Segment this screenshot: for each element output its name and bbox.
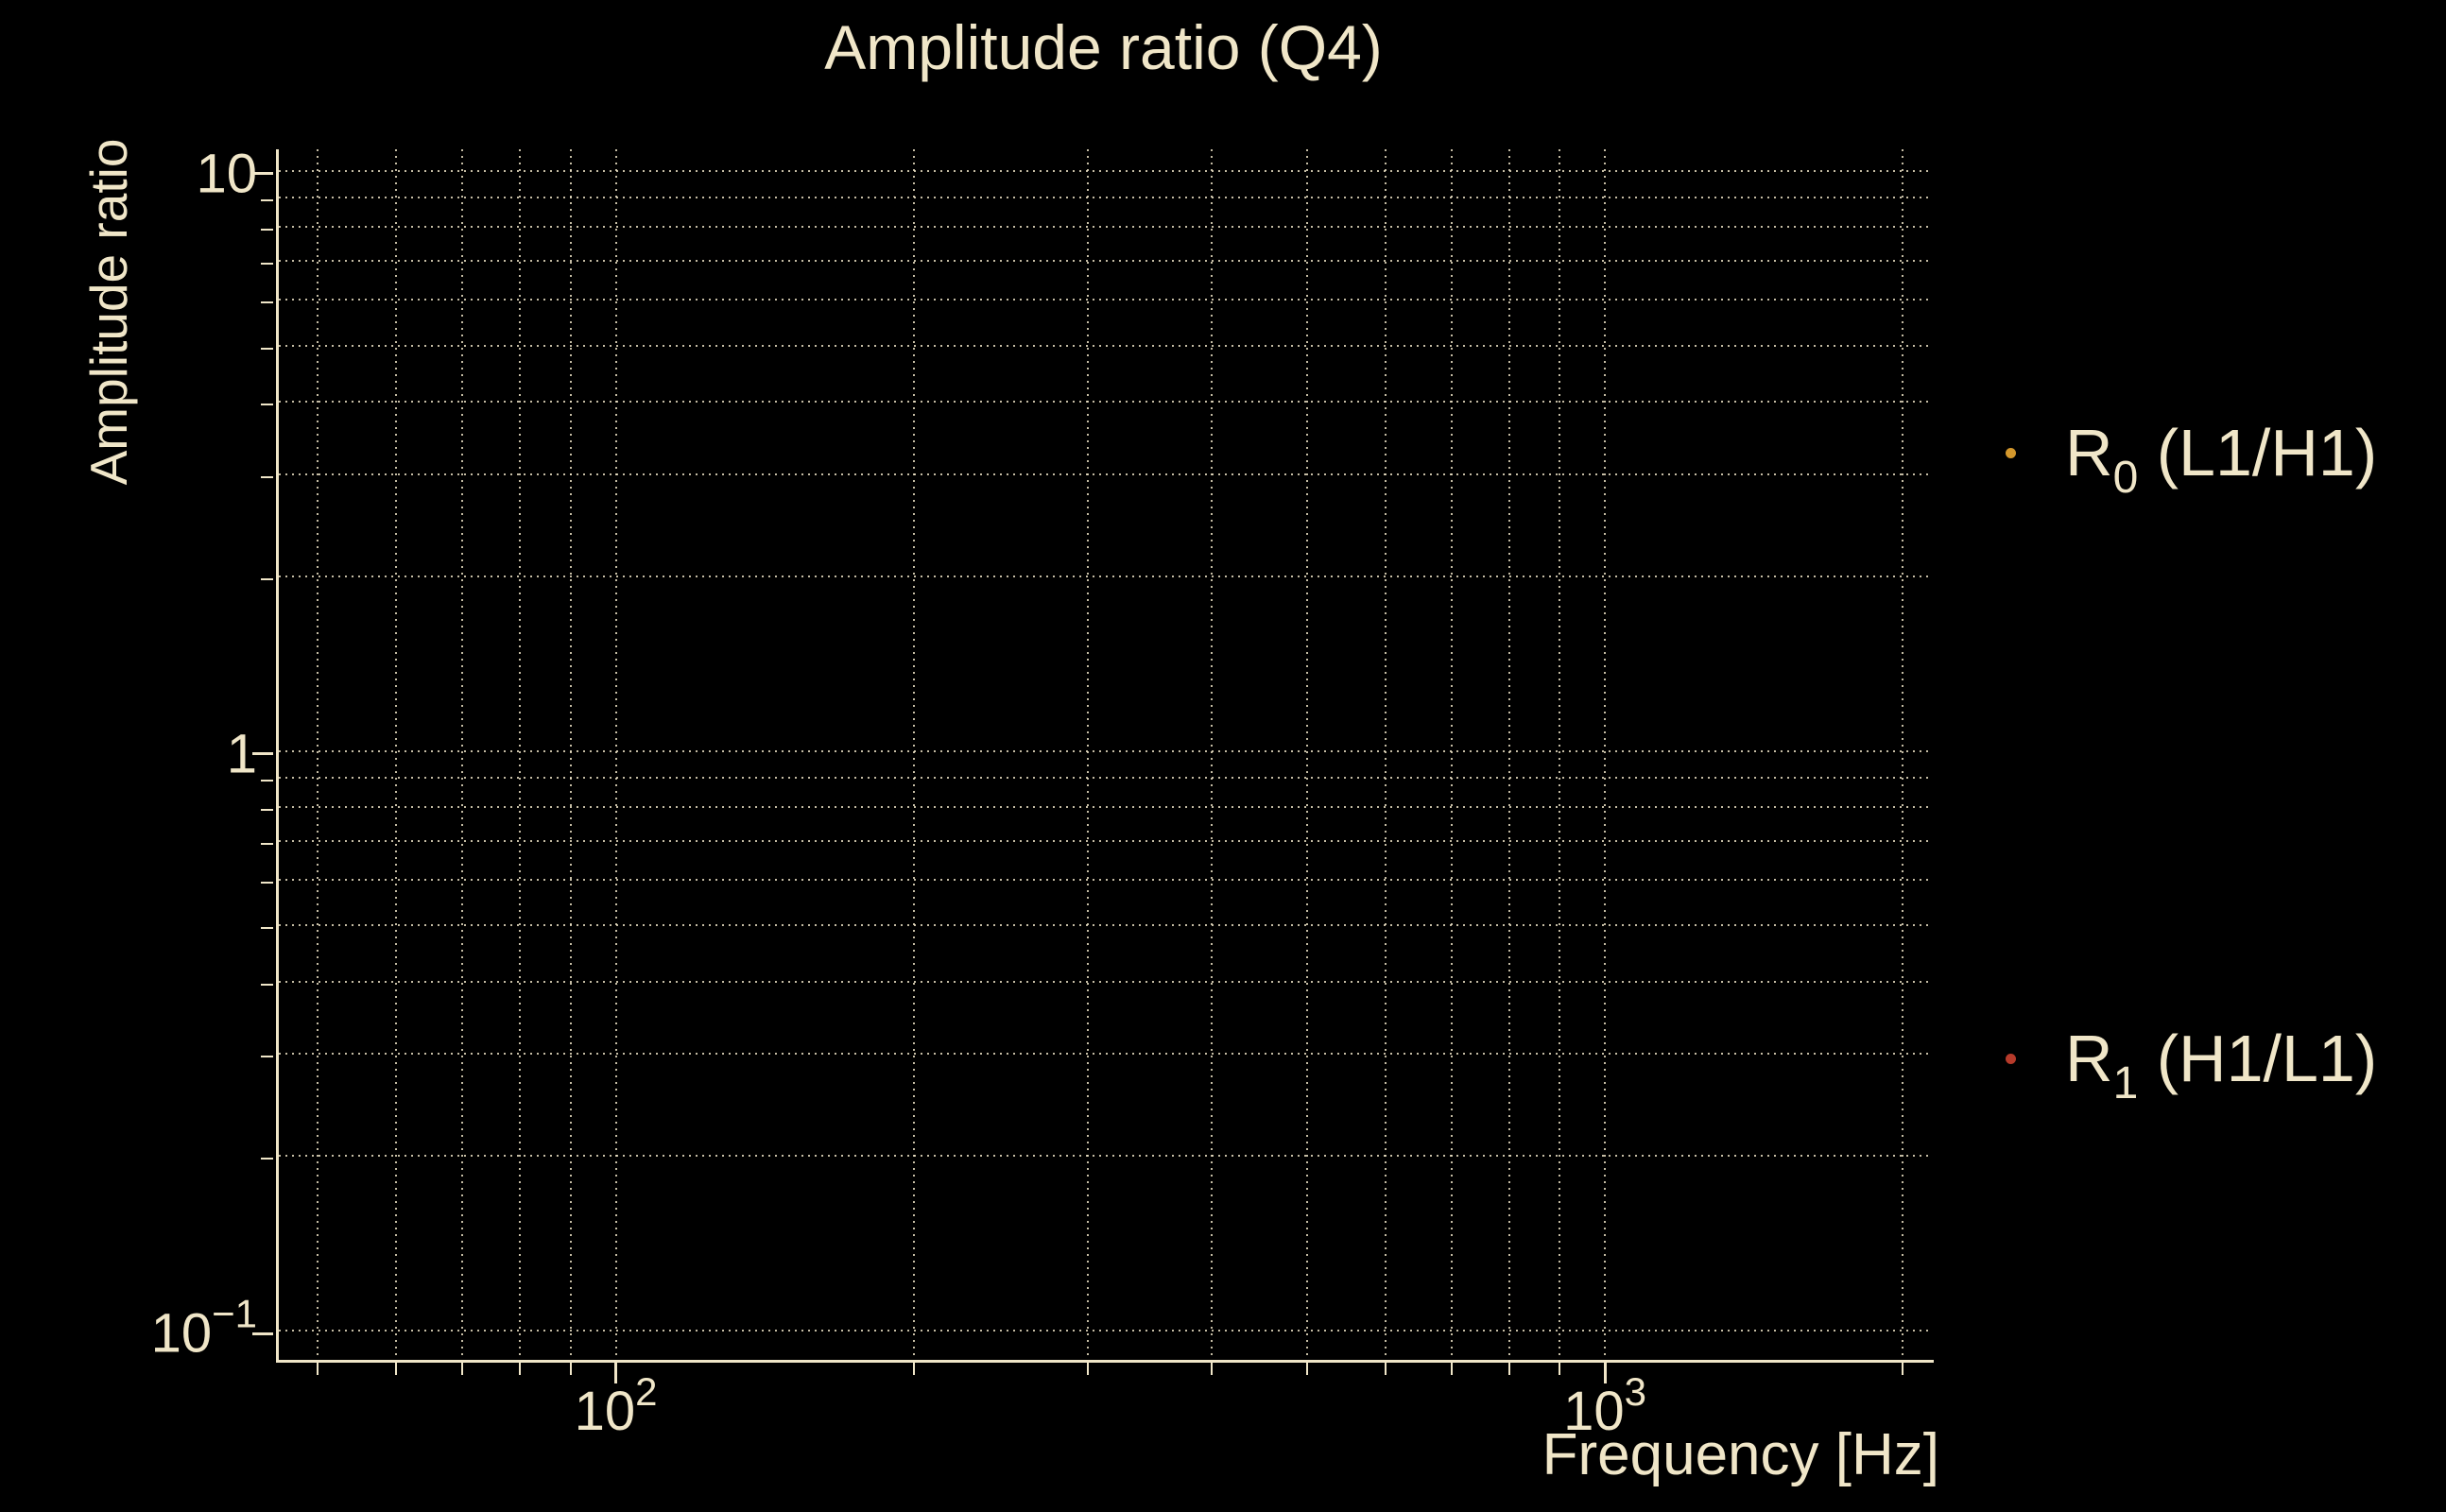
x-axis-tick — [614, 1363, 617, 1383]
y-gridline — [279, 980, 1931, 983]
x-axis-tick — [1902, 1363, 1904, 1375]
x-axis-tick — [461, 1363, 464, 1375]
y-axis-tick — [261, 229, 273, 232]
y-gridline — [279, 924, 1931, 927]
x-gridline — [1507, 149, 1510, 1360]
y-gridline — [279, 169, 1931, 172]
chart-title: Amplitude ratio (Q4) — [824, 12, 1383, 82]
x-gridline — [1604, 149, 1606, 1360]
x-gridline — [912, 149, 915, 1360]
y-gridline — [279, 472, 1931, 475]
y-axis-tick — [261, 404, 273, 406]
x-axis-tick — [1305, 1363, 1308, 1375]
x-gridline — [569, 149, 572, 1360]
x-axis-tick — [1603, 1363, 1607, 1383]
x-gridline — [1902, 149, 1904, 1360]
x-axis-tick — [1450, 1363, 1453, 1375]
y-axis-tick — [261, 1158, 273, 1160]
y-gridline — [279, 776, 1931, 779]
x-gridline — [1210, 149, 1213, 1360]
x-axis-title: Frequency [Hz] — [1542, 1422, 1939, 1487]
y-tick-label: 1 — [226, 723, 257, 784]
legend-entry: R1 (H1/L1) — [2006, 1021, 2378, 1108]
legend-marker-dot-icon — [2006, 1053, 2016, 1064]
x-gridline — [1086, 149, 1089, 1360]
y-tick-label: 10−1 — [150, 1291, 257, 1365]
x-axis-tick — [1210, 1363, 1213, 1375]
y-gridline — [279, 298, 1931, 301]
y-gridline — [279, 1155, 1931, 1158]
y-axis-tick — [261, 301, 273, 303]
y-gridline — [279, 575, 1931, 577]
x-gridline — [1559, 149, 1561, 1360]
x-gridline — [461, 149, 464, 1360]
x-axis-tick — [519, 1363, 522, 1375]
legend-marker-dot-icon — [2006, 447, 2016, 458]
y-gridline — [279, 839, 1931, 842]
y-gridline — [279, 259, 1931, 262]
y-axis-tick — [261, 779, 273, 782]
plot-area — [276, 149, 1934, 1363]
y-gridline — [279, 226, 1931, 229]
x-gridline — [1450, 149, 1453, 1360]
x-gridline — [395, 149, 398, 1360]
x-gridline — [317, 149, 319, 1360]
x-axis-tick — [1384, 1363, 1387, 1375]
legend-label: R0 (L1/H1) — [2065, 416, 2378, 503]
y-gridline — [279, 401, 1931, 404]
x-axis-tick — [317, 1363, 319, 1375]
x-gridline — [1305, 149, 1308, 1360]
y-axis-tick — [261, 808, 273, 811]
y-axis-tick — [252, 752, 273, 755]
y-gridline — [279, 805, 1931, 808]
y-axis-tick — [261, 347, 273, 350]
x-axis-tick — [1507, 1363, 1510, 1375]
y-axis-tick — [261, 475, 273, 478]
y-axis-tick — [252, 172, 273, 176]
y-axis-tick — [261, 881, 273, 884]
legend-label: R1 (H1/L1) — [2065, 1022, 2378, 1108]
y-tick-label: 10 — [196, 143, 257, 205]
x-axis-tick — [395, 1363, 398, 1375]
y-axis-tick — [252, 1332, 273, 1335]
legend-entry: R0 (L1/H1) — [2006, 415, 2378, 503]
x-axis-tick — [912, 1363, 915, 1375]
y-axis-tick — [261, 1056, 273, 1058]
x-tick-label: 102 — [574, 1369, 658, 1442]
y-gridline — [279, 196, 1931, 198]
y-axis-tick — [261, 262, 273, 265]
x-axis-tick — [1559, 1363, 1561, 1375]
x-gridline — [1384, 149, 1387, 1360]
y-axis-tick — [261, 842, 273, 845]
x-tick-label: 103 — [1563, 1369, 1646, 1442]
y-gridline — [279, 1053, 1931, 1056]
y-axis-tick — [261, 927, 273, 930]
y-gridline — [279, 878, 1931, 881]
y-axis-tick — [261, 577, 273, 580]
y-gridline — [279, 1330, 1931, 1332]
x-axis-tick — [1086, 1363, 1089, 1375]
y-gridline — [279, 344, 1931, 347]
x-gridline — [519, 149, 522, 1360]
y-axis-tick — [261, 198, 273, 201]
y-axis-tick — [261, 983, 273, 986]
x-gridline — [614, 149, 617, 1360]
y-axis-title: Amplitude ratio — [79, 138, 138, 486]
x-axis-tick — [569, 1363, 572, 1375]
y-gridline — [279, 749, 1931, 752]
